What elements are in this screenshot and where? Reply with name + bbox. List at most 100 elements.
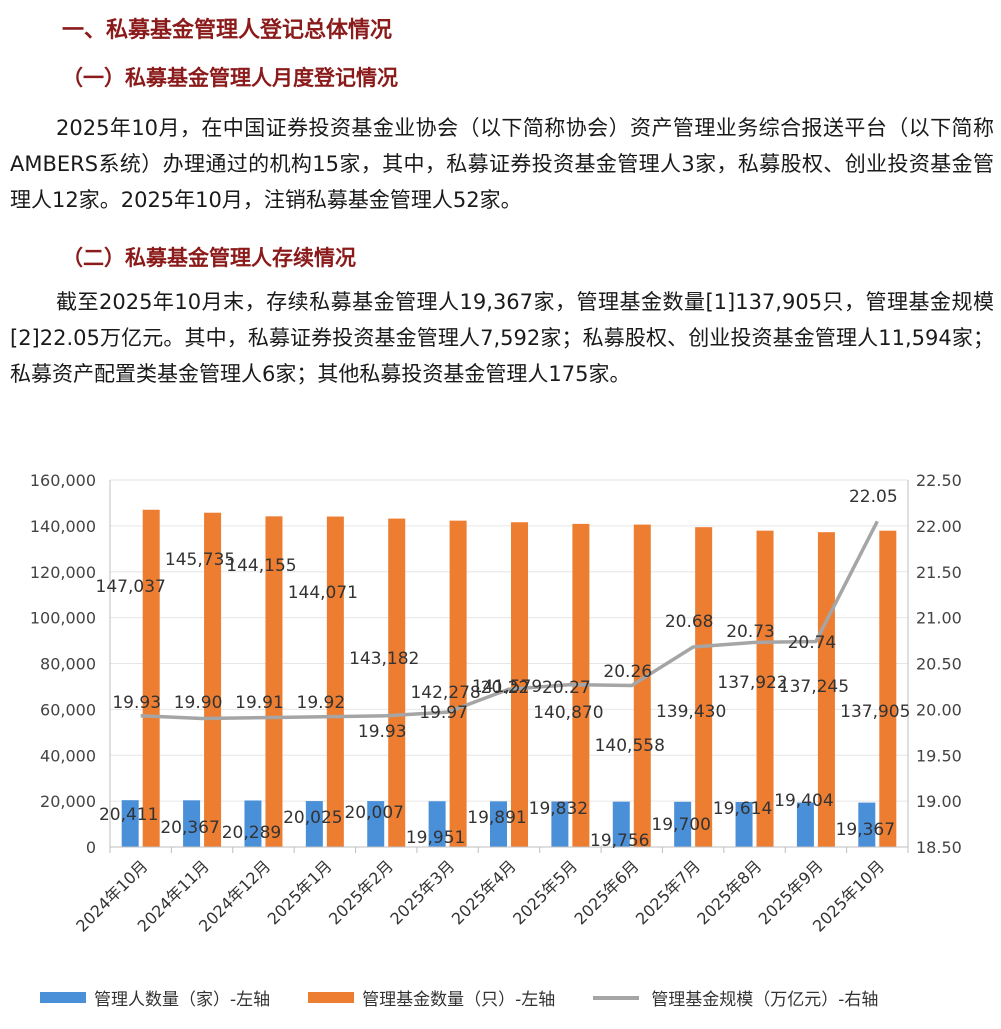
bar-funds: [265, 516, 283, 847]
data-label-scale: 20.73: [726, 622, 775, 642]
legend-swatch-managers: [40, 992, 86, 1003]
x-axis-category-label: 2025年3月: [386, 856, 458, 928]
left-axis-tick-label: 120,000: [30, 563, 96, 582]
bar-managers: [428, 801, 446, 847]
data-label-funds: 140,558: [595, 736, 665, 756]
legend-label-funds: 管理基金数量（只）-左轴: [362, 990, 556, 1010]
legend-swatch-scale: [593, 995, 640, 1000]
bar-managers: [612, 801, 630, 847]
data-label-scale: 19.97: [419, 703, 468, 723]
left-axis-tick-label: 80,000: [40, 655, 96, 674]
data-label-managers: 20,367: [160, 818, 219, 838]
right-axis-tick-label: 21.00: [916, 609, 962, 628]
data-label-funds: 141,579: [472, 677, 542, 697]
bar-managers: [551, 801, 569, 847]
section1-title: （一）私募基金管理人月度登记情况: [62, 66, 398, 90]
bar-managers: [674, 801, 692, 847]
section2-paragraph: 截至2025年10月末，存续私募基金管理人19,367家，管理基金数量[1]13…: [10, 290, 994, 386]
left-axis-tick-label: 20,000: [40, 792, 96, 811]
data-label-scale: 19.93: [358, 722, 407, 742]
bar-funds: [756, 530, 774, 847]
right-axis-tick-label: 22.00: [916, 517, 962, 536]
data-label-funds: 142,278: [410, 683, 480, 703]
bar-funds: [204, 512, 222, 847]
data-label-funds: 147,037: [96, 577, 166, 597]
bar-funds: [695, 527, 713, 847]
data-label-managers: 20,411: [99, 805, 158, 825]
legend-label-scale: 管理基金规模（万亿元）-右轴: [651, 990, 879, 1010]
bar-funds: [633, 524, 651, 847]
section2-title: （二）私募基金管理人存续情况: [62, 246, 356, 270]
left-axis-tick-label: 40,000: [40, 746, 96, 765]
left-axis-tick-label: 160,000: [30, 471, 96, 490]
data-label-funds: 139,430: [656, 702, 726, 722]
data-label-funds: 144,155: [226, 556, 296, 576]
legend-item-managers: 管理人数量（家）-左轴: [40, 985, 270, 1010]
bar-managers: [183, 800, 201, 847]
right-axis-tick-label: 20.00: [916, 700, 962, 719]
legend-item-funds: 管理基金数量（只）-左轴: [308, 985, 555, 1010]
bar-funds: [326, 516, 344, 847]
data-label-scale: 20.26: [603, 662, 652, 682]
x-axis-category-label: 2025年6月: [571, 856, 643, 928]
right-axis-tick-label: 20.50: [916, 655, 962, 674]
data-label-managers: 19,614: [713, 799, 772, 819]
legend-label-managers: 管理人数量（家）-左轴: [94, 990, 271, 1010]
x-axis-category-label: 2025年8月: [693, 856, 765, 928]
line-fund-scale: [140, 520, 879, 721]
bar-funds: [879, 530, 897, 847]
data-label-scale: 20.74: [788, 633, 837, 653]
bar-managers: [305, 801, 323, 847]
data-label-scale: 22.05: [849, 487, 898, 507]
bar-managers: [244, 800, 262, 847]
data-label-managers: 20,025: [283, 808, 342, 828]
data-label-funds: 140,870: [533, 703, 603, 723]
right-axis-tick-label: 19.50: [916, 746, 962, 765]
data-label-managers: 19,951: [406, 828, 465, 848]
section1-paragraph: 2025年10月，在中国证券投资基金业协会（以下简称协会）资产管理业务综合报送平…: [10, 116, 994, 212]
data-label-managers: 19,700: [651, 815, 710, 835]
left-axis-tick-label: 140,000: [30, 517, 96, 536]
data-label-scale: 20.68: [665, 612, 714, 632]
data-label-funds: 143,182: [349, 649, 419, 669]
data-label-funds: 144,071: [288, 583, 358, 603]
bar-funds: [449, 520, 467, 847]
data-label-scale: 19.93: [112, 693, 161, 713]
x-axis-category-label: 2025年2月: [325, 856, 397, 928]
bar-funds: [142, 509, 160, 847]
bar-managers: [367, 801, 385, 847]
data-label-managers: 19,891: [467, 808, 526, 828]
right-axis-tick-label: 21.50: [916, 563, 962, 582]
bar-managers: [735, 802, 753, 847]
data-label-funds: 145,735: [165, 550, 235, 570]
left-axis-tick-label: 100,000: [30, 609, 96, 628]
bar-managers: [490, 801, 507, 847]
data-label-scale: 19.91: [235, 693, 284, 713]
x-axis-category-label: 2025年7月: [632, 856, 704, 928]
data-label-managers: 20,289: [222, 823, 281, 843]
right-axis-tick-label: 19.00: [916, 792, 962, 811]
legend-swatch-funds: [308, 992, 355, 1003]
data-label-scale: 20.27: [542, 678, 591, 698]
data-label-funds: 137,245: [779, 677, 849, 697]
left-axis-tick-label: 60,000: [40, 700, 96, 719]
x-axis-category-label: 2025年1月: [264, 856, 336, 928]
data-label-managers: 19,404: [774, 791, 833, 811]
fund-manager-chart: 020,00040,00060,00080,000100,000120,0001…: [30, 471, 962, 936]
x-axis-category-label: 2025年4月: [448, 856, 520, 928]
left-axis-tick-label: 0: [86, 838, 96, 857]
data-label-funds: 137,905: [840, 702, 910, 722]
data-label-scale: 19.92: [297, 693, 346, 713]
data-label-managers: 19,756: [590, 831, 649, 851]
data-label-funds: 137,922: [717, 673, 787, 693]
data-label-managers: 19,367: [836, 820, 895, 840]
data-label-managers: 20,007: [344, 803, 403, 823]
data-label-scale: 20.22: [481, 678, 530, 698]
right-axis-tick-label: 18.50: [916, 838, 962, 857]
data-label-scale: 19.90: [174, 693, 223, 713]
bar-managers: [121, 800, 139, 847]
chart-legend: 管理人数量（家）-左轴 管理基金数量（只）-左轴 管理基金规模（万亿元）-右轴: [40, 985, 980, 1010]
bar-funds: [511, 522, 528, 847]
legend-item-scale: 管理基金规模（万亿元）-右轴: [593, 985, 878, 1010]
right-axis-tick-label: 22.50: [916, 471, 962, 490]
